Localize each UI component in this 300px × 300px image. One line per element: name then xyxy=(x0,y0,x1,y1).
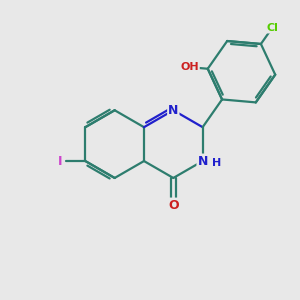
Text: N: N xyxy=(168,104,178,117)
Text: N: N xyxy=(197,154,208,167)
Text: H: H xyxy=(212,158,221,168)
Text: OH: OH xyxy=(180,62,199,72)
Text: O: O xyxy=(168,199,178,212)
Text: Cl: Cl xyxy=(266,22,278,33)
Text: I: I xyxy=(58,154,62,167)
